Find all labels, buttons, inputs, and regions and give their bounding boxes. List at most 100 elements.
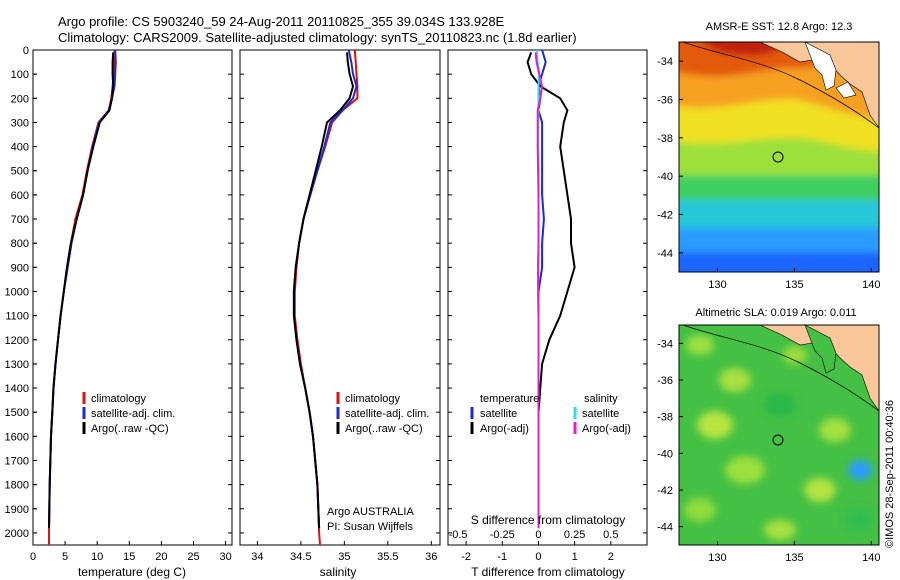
legend-satellite-adj: satellite-adj. clim. <box>345 408 429 420</box>
series-argo-raw-qc- <box>48 52 115 529</box>
x-tick-label: 15 <box>123 551 135 563</box>
sla-map: Altimetric SLA: 0.019 Argo: 0.011 <box>657 307 880 564</box>
x-tick-label: 36 <box>425 551 437 563</box>
legend-salinity-title: salinity <box>584 393 618 405</box>
x-tick-label: 10 <box>91 551 103 563</box>
depth-tick-label: 900 <box>11 262 29 274</box>
x-tick-label: -1 <box>497 551 507 563</box>
difference-legend: temperature salinity satellite Argo(-adj… <box>470 393 631 435</box>
s-difference-ticks: -0.5 -0.25 0 0.25 0.5 <box>449 529 619 541</box>
legend-t-argo: Argo(-adj) <box>480 423 529 435</box>
temperature-panel: 0100200300400500600700800900100011001200… <box>5 45 233 579</box>
x-tick-label: -2 <box>461 551 471 563</box>
lat-tick-label: -38 <box>657 412 673 424</box>
climatology-title: Climatology: CARS2009. Satellite-adjuste… <box>58 30 577 45</box>
lat-tick-label: -44 <box>657 248 673 260</box>
depth-axis: 0 100 200 300 400 500 600 700 800 900 1000 1100 1200… <box>5 45 37 540</box>
series-s-argo-adj- <box>534 52 544 529</box>
salinity-xlabel: salinity <box>320 565 357 579</box>
lat-tick-label: -34 <box>657 338 673 350</box>
temperature-axes-frame <box>32 49 233 546</box>
salinity-legend: climatology satellite-adj. clim. Argo(..… <box>336 392 429 435</box>
temperature-legend: climatology satellite-adj. clim. Argo(..… <box>82 392 175 435</box>
temperature-xlabel: temperature (deg C) <box>78 565 186 579</box>
depth-tick-label: 1000 <box>5 286 29 298</box>
lat-tick-label: -36 <box>657 95 673 107</box>
depth-tick-label: 800 <box>11 238 29 250</box>
depth-tick-label: 1900 <box>5 504 29 516</box>
lat-tick-label: -42 <box>657 485 673 497</box>
difference-panel: -2 -1 0 1 2 S difference from climatology -0… <box>447 49 648 579</box>
depth-tick-label: 1500 <box>5 407 29 419</box>
s-difference-label: S difference from climatology <box>471 513 626 527</box>
series-t-argo-adj- <box>526 52 576 529</box>
series-satellite-adj-clim- <box>292 49 358 529</box>
x-tick-label: 0 <box>535 551 541 563</box>
depth-tick-label: 300 <box>11 117 29 129</box>
series-climatology <box>48 50 116 545</box>
depth-tick-label: 2000 <box>5 528 29 540</box>
lon-tick-label: 140 <box>862 279 880 291</box>
lat-tick-label: -40 <box>657 171 673 183</box>
depth-tick-label: 400 <box>11 142 29 154</box>
sst-map-title: AMSR-E SST: 12.8 Argo: 12.3 <box>706 21 853 33</box>
lon-tick-label: 130 <box>708 552 726 564</box>
lat-tick-label: -40 <box>657 448 673 460</box>
x-tick-label: 2 <box>608 551 614 563</box>
depth-tick-label: 200 <box>11 93 29 105</box>
legend-temperature-title: temperature <box>480 393 539 405</box>
depth-tick-label: 0 <box>23 45 29 57</box>
depth-tick-label: 100 <box>11 69 29 81</box>
x-tick-label: 35 <box>338 551 350 563</box>
depth-tick-label: 1300 <box>5 359 29 371</box>
legend-climatology: climatology <box>345 393 401 405</box>
lat-tick-label: -42 <box>657 210 673 222</box>
x-tick-label: 34 <box>251 551 263 563</box>
lat-tick-label: -34 <box>657 56 673 68</box>
depth-tick-label: 1100 <box>5 311 29 323</box>
x-tick-label: 35.5 <box>377 551 398 563</box>
lat-tick-label: -38 <box>657 133 673 145</box>
x-tick-label: 0 <box>30 551 36 563</box>
lon-tick-label: 135 <box>785 552 803 564</box>
lat-tick-label: -44 <box>657 522 673 534</box>
pi-label: PI: Susan Wijffels <box>327 521 413 533</box>
legend-argo-raw: Argo(..raw -QC) <box>345 423 423 435</box>
s-tick-label: 0 <box>535 529 541 541</box>
legend-s-satellite: satellite <box>582 408 619 420</box>
legend-argo-raw: Argo(..raw -QC) <box>91 423 169 435</box>
x-tick-label: 25 <box>187 551 199 563</box>
depth-tick-label: 700 <box>11 214 29 226</box>
s-tick-label: 0.25 <box>564 529 585 541</box>
depth-tick-label: 1800 <box>5 480 29 492</box>
lon-tick-label: 130 <box>708 279 726 291</box>
sst-map: AMSR-E SST: 12.8 Argo: 12.3 130 135 140 -34… <box>657 21 880 291</box>
x-tick-label: 5 <box>62 551 68 563</box>
depth-tick-label: 1700 <box>5 455 29 467</box>
s-tick-label: -0.5 <box>449 529 468 541</box>
x-tick-label: 34.5 <box>290 551 311 563</box>
x-tick-label: 1 <box>572 551 578 563</box>
series-t-satellite <box>537 49 547 529</box>
sla-map-title: Altimetric SLA: 0.019 Argo: 0.011 <box>695 307 856 319</box>
salinity-panel: 34 34.5 35 35.5 36 salinity climatology sate… <box>239 49 441 579</box>
s-tick-label: -0.25 <box>490 529 515 541</box>
legend-climatology: climatology <box>91 393 147 405</box>
lon-tick-label: 135 <box>785 279 803 291</box>
legend-satellite-adj: satellite-adj. clim. <box>91 408 175 420</box>
x-tick-label: 20 <box>155 551 167 563</box>
t-difference-xlabel: T difference from climatology <box>471 565 625 579</box>
lat-tick-label: -36 <box>657 375 673 387</box>
x-tick-label: 30 <box>219 551 231 563</box>
depth-tick-label: 1400 <box>5 383 29 395</box>
depth-tick-label: 500 <box>11 166 29 178</box>
argo-program-label: Argo AUSTRALIA <box>327 506 414 518</box>
depth-tick-label: 1200 <box>5 335 29 347</box>
legend-s-argo: Argo(-adj) <box>582 423 631 435</box>
s-tick-label: 0.5 <box>603 529 618 541</box>
depth-tick-label: 600 <box>11 190 29 202</box>
imos-credit: ©IMOS 28-Sep-2011 00:40:36 <box>884 400 896 548</box>
profile-title: Argo profile: CS 5903240_59 24-Aug-2011 … <box>58 14 505 29</box>
difference-axes-frame <box>447 49 648 546</box>
